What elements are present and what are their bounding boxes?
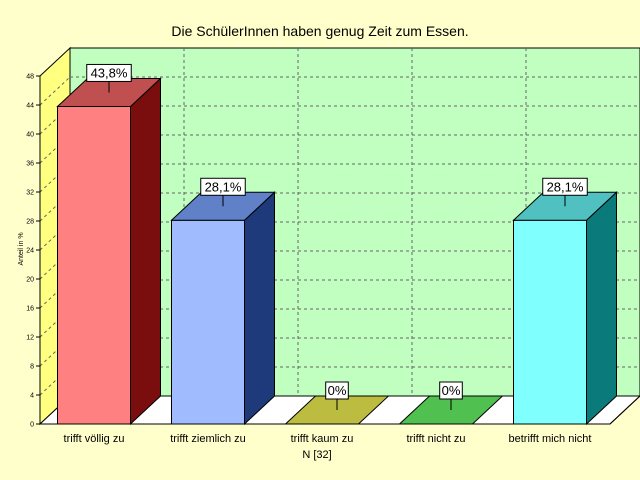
x-axis-categories: trifft völlig zu trifft ziemlich zu trifft… (64, 433, 592, 445)
data-label: 0% (328, 383, 347, 398)
gridline-side (39, 134, 71, 164)
bars: 43,8% 28,1% 0% 0% 28,1% (56, 63, 618, 426)
y-tick-label: 48 (26, 74, 34, 81)
x-category-label: trifft kaum zu (291, 433, 354, 445)
y-tick-label: 16 (26, 306, 34, 313)
gridline-side (39, 192, 71, 222)
y-tick-label: 8 (30, 364, 34, 371)
y-tick-label: 32 (26, 190, 34, 197)
y-tick-label: 12 (26, 335, 34, 342)
chart-title: Die SchülerInnen haben genug Zeit zum Es… (171, 23, 468, 39)
x-category-label: trifft nicht zu (406, 433, 465, 445)
y-axis-label: Anteil in % (18, 232, 25, 265)
x-category-label: trifft ziemlich zu (170, 433, 246, 445)
gridline-side (39, 221, 71, 251)
gridline-side (39, 308, 71, 338)
x-category-label: trifft völlig zu (64, 433, 125, 445)
gridline-side (39, 279, 71, 309)
data-label: 43,8% (91, 65, 128, 80)
bar-front (57, 105, 131, 425)
x-category-label: betrifft mich nicht (509, 433, 592, 445)
sample-size-note: N [32] (302, 449, 331, 461)
bar-front (171, 219, 245, 425)
gridline-side (39, 76, 71, 106)
bar-1: 43,8% (56, 63, 162, 426)
data-label-box (542, 177, 588, 196)
y-tick-label: 0 (30, 422, 34, 429)
gridline-side (39, 105, 71, 135)
gridline-side (39, 366, 71, 396)
y-tick-label: 44 (26, 103, 34, 110)
data-label: 28,1% (547, 179, 584, 194)
gridline-side (39, 163, 71, 193)
y-tick-label: 40 (26, 132, 34, 139)
data-label-box (325, 381, 349, 400)
gridline-side (39, 337, 71, 367)
bar-side (130, 77, 161, 426)
y-tick-label: 24 (26, 248, 34, 255)
y-tick-label: 20 (26, 277, 34, 284)
data-label-box (439, 381, 463, 400)
bar-front (513, 219, 587, 425)
floor-edge (609, 395, 640, 425)
bar-5: 28,1% (512, 177, 618, 426)
data-label-box (86, 63, 132, 82)
bar-side (586, 191, 617, 426)
y-tick-label: 36 (26, 161, 34, 168)
data-label: 28,1% (205, 179, 242, 194)
bar-2: 28,1% (170, 177, 276, 426)
y-tick-label: 28 (26, 219, 34, 226)
gridline-side (39, 250, 71, 280)
bar-side (244, 191, 275, 426)
data-label-box (200, 177, 246, 196)
data-label: 0% (442, 383, 461, 398)
bar-4: 0% (398, 381, 504, 425)
bar-3: 0% (284, 381, 390, 425)
y-tick-label: 4 (30, 393, 34, 400)
